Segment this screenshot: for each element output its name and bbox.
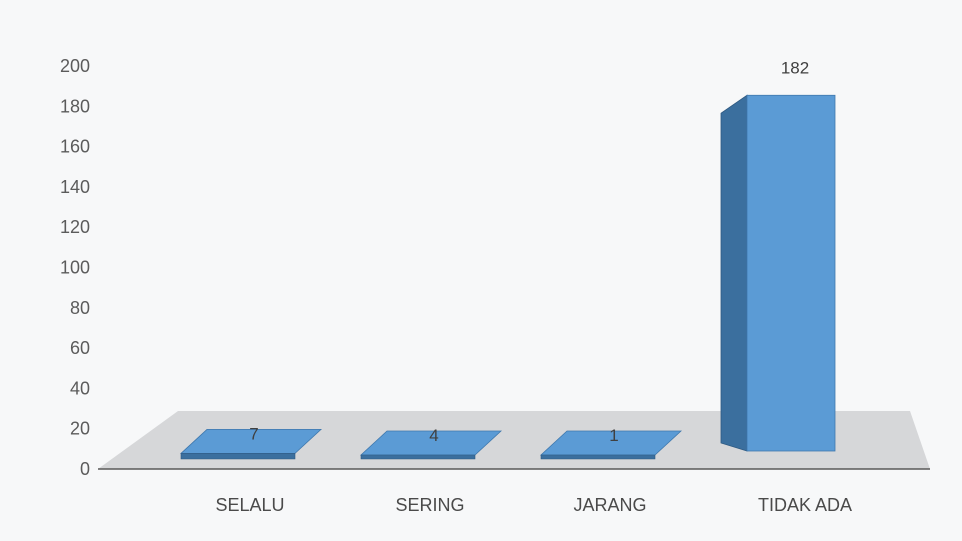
y-tick-label: 180 bbox=[60, 96, 90, 116]
y-tick-label: 160 bbox=[60, 137, 90, 157]
category-labels: 7 SELALU 4 SERING 1 JARANG 182 TIDAK ADA bbox=[215, 58, 852, 515]
y-tick-label: 200 bbox=[60, 56, 90, 76]
bar-front-face bbox=[180, 453, 296, 460]
data-label: 4 bbox=[429, 426, 438, 445]
x-category-label: JARANG bbox=[573, 495, 646, 515]
bar-front-face bbox=[360, 454, 476, 460]
bar-side-face bbox=[720, 94, 748, 452]
bars bbox=[179, 94, 836, 460]
y-tick-label: 60 bbox=[70, 338, 90, 358]
data-label: 182 bbox=[781, 58, 809, 77]
bar bbox=[539, 430, 683, 460]
y-tick-label: 80 bbox=[70, 298, 90, 318]
data-label: 1 bbox=[609, 426, 618, 445]
y-tick-label: 40 bbox=[70, 378, 90, 398]
bar bbox=[720, 94, 836, 452]
bar bbox=[359, 430, 503, 460]
x-category-label: SERING bbox=[395, 495, 464, 515]
y-axis-ticks: 0 20 40 60 80 100 120 140 160 180 200 bbox=[60, 56, 90, 479]
y-tick-label: 0 bbox=[80, 459, 90, 479]
y-tick-label: 20 bbox=[70, 419, 90, 439]
data-label: 7 bbox=[249, 424, 258, 443]
x-category-label: SELALU bbox=[215, 495, 284, 515]
y-tick-label: 120 bbox=[60, 217, 90, 237]
y-tick-label: 100 bbox=[60, 258, 90, 278]
x-category-label: TIDAK ADA bbox=[758, 495, 852, 515]
bar bbox=[179, 428, 323, 460]
bar-front-face bbox=[746, 94, 836, 452]
y-tick-label: 140 bbox=[60, 177, 90, 197]
bar-front-face bbox=[540, 454, 656, 460]
